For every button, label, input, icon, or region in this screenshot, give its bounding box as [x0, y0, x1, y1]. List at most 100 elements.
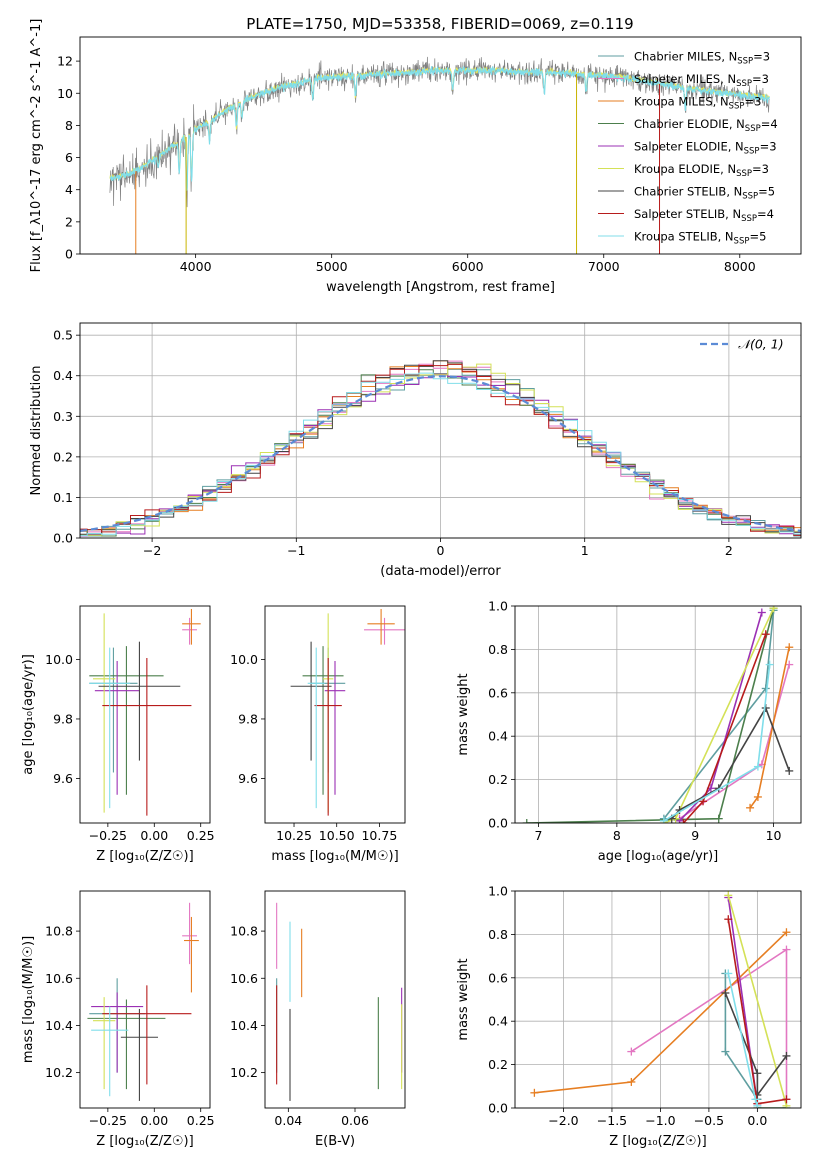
y-tick-label: 10.0 — [230, 652, 258, 667]
y-axis-label: mass weight — [456, 958, 471, 1040]
plot-area-age_vs_Z — [89, 608, 201, 816]
y-tick-label: 1.0 — [488, 599, 508, 614]
plot-area-spectrum — [109, 56, 770, 254]
x-tick-label: −1.0 — [645, 1113, 675, 1128]
x-tick-label: 7000 — [588, 259, 620, 274]
y-tick-label: 2 — [65, 214, 73, 229]
y-tick-label: 0.5 — [53, 328, 73, 343]
panels: 4000 5000 6000 7000 8000024681012wavelength … — [21, 19, 802, 1149]
x-tick-label: 8 — [613, 828, 621, 843]
legend-entry: Chabrier STELIB, NSSP=5 — [634, 185, 775, 202]
legend-nssp: =5 — [749, 230, 766, 244]
y-tick-label: 0 — [65, 247, 73, 262]
legend-subscript: SSP — [742, 192, 758, 202]
y-tick-label: 9.6 — [238, 771, 258, 786]
x-tick-label: −0.5 — [694, 1113, 724, 1128]
y-tick-label: 10.4 — [45, 1018, 73, 1033]
legend-entry: Chabrier ELODIE, NSSP=4 — [634, 117, 778, 134]
y-tick-label: 10 — [57, 86, 73, 101]
legend-subscript: SSP — [737, 57, 753, 67]
y-tick-label: 10.6 — [230, 971, 258, 986]
x-axis-label: mass [log₁₀(M/M☉)] — [271, 849, 398, 864]
x-tick-label: 5000 — [316, 259, 348, 274]
legend-subscript: SSP — [736, 169, 752, 179]
y-tick-label: 0.0 — [488, 1101, 508, 1116]
plot-area-age_vs_mass — [290, 608, 405, 816]
x-tick-label: −2 — [143, 543, 161, 558]
y-tick-label: 0.8 — [488, 927, 508, 942]
y-tick-label: 8 — [65, 118, 73, 133]
x-tick-label: 0.04 — [274, 1113, 302, 1128]
legend-subscript: SSP — [745, 124, 761, 134]
x-tick-label: 8000 — [724, 259, 756, 274]
legend-entry: Chabrier MILES, NSSP=3 — [634, 50, 770, 67]
x-axis-label: E(B-V) — [315, 1134, 355, 1149]
y-tick-label: 6 — [65, 150, 73, 165]
legend-subscript: SSP — [736, 79, 752, 89]
y-tick-label: 0.6 — [488, 685, 508, 700]
axes-frame — [79, 36, 802, 255]
legend-nssp: =3 — [752, 162, 769, 176]
x-axis-label: (data-model)/error — [380, 564, 501, 579]
panel-spectrum: 4000 5000 6000 7000 8000 0 2 4 6 8 10 12 wavelength … — [29, 19, 802, 295]
axes-frame — [514, 605, 802, 824]
legend-entry: Kroupa ELODIE, NSSP=3 — [634, 162, 769, 179]
y-axis-label: Normed distribution — [29, 366, 44, 496]
plot-area-weight_vs_Z — [530, 891, 791, 1108]
x-tick-label: −0.25 — [89, 828, 127, 843]
plot-area-mass_vs_Z — [87, 902, 199, 1101]
x-tick-label: 2 — [725, 543, 733, 558]
y-tick-label: 10.4 — [230, 1018, 258, 1033]
axes-frame — [514, 890, 802, 1109]
histogram-kroupa-stelib — [80, 372, 801, 537]
x-tick-label: 7 — [535, 828, 543, 843]
x-tick-label: −1 — [287, 543, 305, 558]
x-tick-label: 10.75 — [361, 828, 397, 843]
panel-age_vs_mass: 10.25 10.50 10.75 9.6 9.8 10.0 mass [log₁₀(M/M… — [230, 605, 406, 864]
legend-nssp: =4 — [761, 117, 778, 131]
panel-weight_vs_age: 7 8 9 10 0.0 0.2 0.4 0.6 0.8 1.0 age [log₁₀(age/yr… — [456, 599, 802, 864]
panel-age_vs_Z: −0.25 0.00 0.25 9.6 9.8 10.0 Z [log₁₀(Z/Z☉)] ag… — [21, 605, 215, 864]
normal-reference-curve — [80, 375, 801, 532]
legend-subscript: SSP — [744, 147, 760, 157]
x-axis-label: Z [log₁₀(Z/Z☉)] — [609, 1134, 706, 1149]
legend-entry: Salpeter MILES, NSSP=3 — [634, 72, 769, 89]
y-tick-label: 0.3 — [53, 409, 73, 424]
x-tick-label: −0.25 — [89, 1113, 127, 1128]
y-tick-label: 0.4 — [53, 368, 73, 383]
legend-entry: Salpeter ELODIE, NSSP=3 — [634, 140, 777, 157]
axes-frame — [79, 322, 802, 539]
y-tick-label: 0.0 — [488, 816, 508, 831]
x-tick-label: 10.25 — [276, 828, 312, 843]
panel-mass_vs_Z: −0.25 0.00 0.25 10.2 10.4 10.6 10.8 Z [log₁₀(Z/… — [21, 890, 215, 1149]
plot-area-weight_vs_age — [522, 606, 794, 823]
x-tick-label: 0 — [437, 543, 445, 558]
legend-entry: Kroupa STELIB, NSSP=5 — [634, 230, 766, 247]
x-tick-label: 0.00 — [140, 828, 168, 843]
x-tick-label: 0.25 — [187, 1113, 215, 1128]
y-tick-label: 1.0 — [488, 884, 508, 899]
y-axis-label: Flux [f_λ10^-17 erg cm^-2 s^-1 A^-1] — [29, 19, 44, 273]
x-tick-label: 0.06 — [341, 1113, 369, 1128]
x-tick-label: 0.00 — [140, 1113, 168, 1128]
legend-nssp: =5 — [758, 185, 775, 199]
y-tick-label: 0.4 — [488, 1014, 508, 1029]
y-tick-label: 10.8 — [230, 924, 258, 939]
y-tick-label: 0.0 — [53, 531, 73, 546]
y-tick-label: 0.6 — [488, 970, 508, 985]
legend-subscript: SSP — [729, 102, 745, 112]
x-axis-label: wavelength [Angstrom, rest frame] — [326, 280, 555, 295]
observed-spectrum-line — [109, 56, 770, 208]
y-axis-label: mass weight — [456, 673, 471, 755]
x-tick-label: 0.0 — [747, 1113, 767, 1128]
panel-weight_vs_Z: −2.0 −1.5 −1.0 −0.5 0.0 0.0 0.2 0.4 0.6 0.8 1.0 Z [… — [456, 884, 802, 1149]
y-tick-label: 9.8 — [53, 711, 73, 726]
x-tick-label: 9 — [691, 828, 699, 843]
x-axis-label: Z [log₁₀(Z/Z☉)] — [96, 849, 193, 864]
x-axis-label: age [log₁₀(age/yr)] — [598, 849, 719, 864]
y-tick-label: 10.2 — [230, 1065, 258, 1080]
axes-frame — [264, 605, 406, 824]
axes-frame — [264, 890, 406, 1109]
panel-mass_vs_EBV: 0.04 0.06 10.2 10.4 10.6 10.8 E(B-V) — [230, 890, 406, 1149]
